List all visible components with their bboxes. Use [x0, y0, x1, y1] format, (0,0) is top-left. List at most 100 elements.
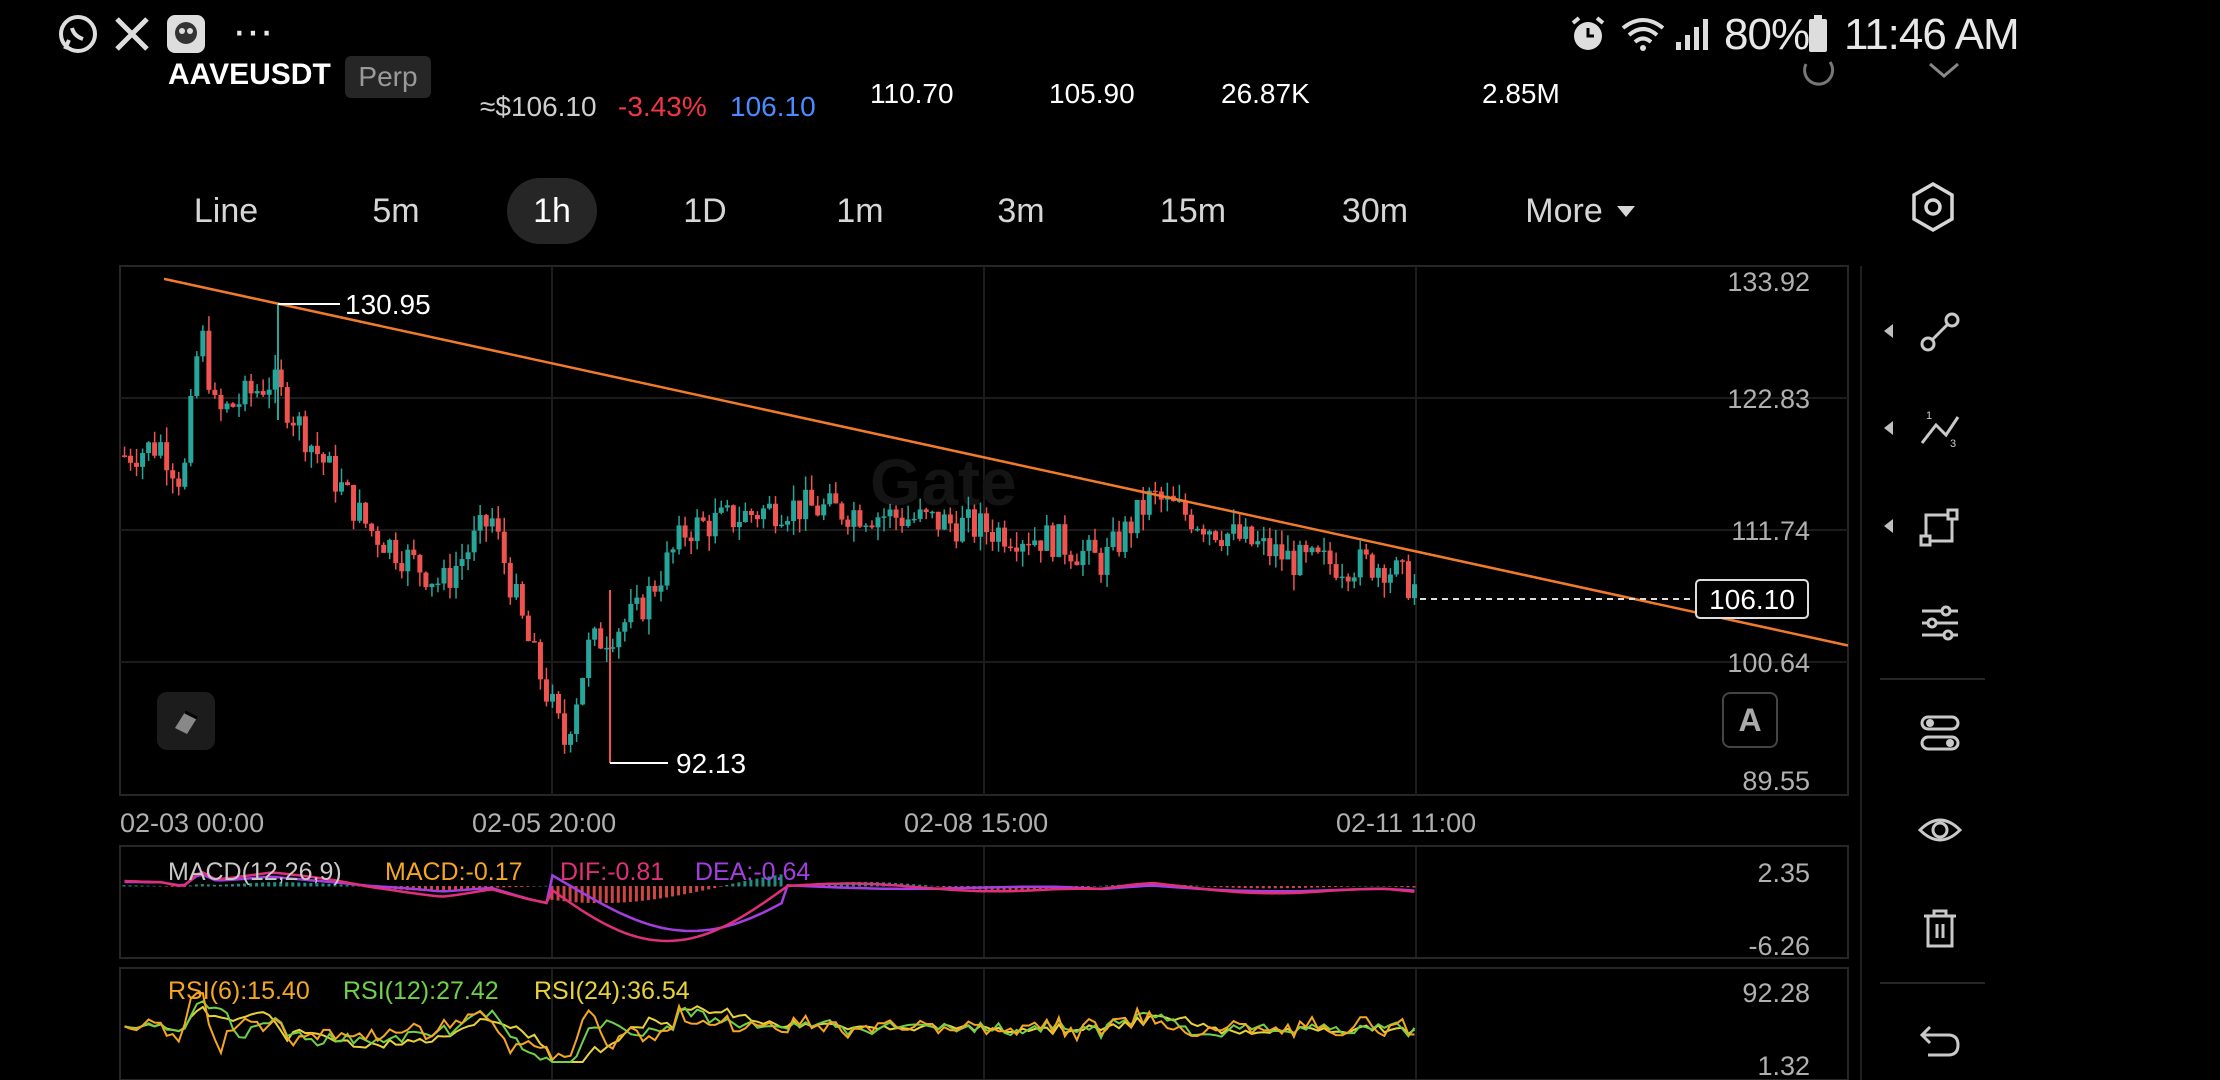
- toolbar-divider: [1880, 982, 1985, 984]
- macd-histogram-bar: [574, 886, 578, 903]
- candle-body: [1357, 549, 1363, 578]
- tab-1h[interactable]: 1h: [507, 178, 597, 244]
- chart-grid: [119, 265, 1849, 1080]
- tab-more[interactable]: More: [1505, 178, 1655, 244]
- macd-histogram-bar: [164, 886, 168, 887]
- tab-line[interactable]: Line: [193, 191, 259, 230]
- candle-body: [875, 517, 881, 528]
- candle-body: [959, 517, 965, 542]
- candle-body: [543, 679, 549, 702]
- drawing-toggle-button[interactable]: [157, 692, 215, 750]
- candle-body: [308, 445, 314, 453]
- macd-histogram-bar: [212, 884, 216, 887]
- low-24h: 105.90: [1049, 78, 1135, 109]
- macd-histogram-bar: [912, 884, 916, 887]
- macd-histogram-bar: [502, 886, 506, 888]
- price-tick: 111.74: [1731, 516, 1810, 546]
- macd-histogram-bar: [134, 885, 138, 887]
- brush-icon: [175, 710, 198, 734]
- trendline: [163, 277, 1849, 647]
- macd-histogram-bar: [1406, 886, 1410, 888]
- macd-histogram-bar: [1279, 886, 1283, 889]
- visibility-icon[interactable]: [1905, 795, 1975, 865]
- rsi24-line: [124, 1005, 1416, 1063]
- candle-body: [688, 537, 694, 542]
- tab-30m[interactable]: 30m: [1341, 191, 1409, 230]
- candle-body: [923, 509, 929, 513]
- candle-body: [531, 641, 537, 643]
- macd-value: MACD:-0.17: [385, 858, 523, 886]
- macd-histogram-bar: [327, 883, 331, 887]
- macd-histogram-bar: [321, 883, 325, 887]
- indicator-settings-icon[interactable]: [1905, 588, 1975, 658]
- candle-body: [248, 380, 254, 394]
- price-tick: 100.64: [1727, 648, 1810, 678]
- macd-histogram-bar: [466, 886, 470, 890]
- candle-body: [1219, 540, 1225, 546]
- tab-15m[interactable]: 15m: [1159, 191, 1227, 230]
- close-icon[interactable]: [1926, 56, 1962, 92]
- tab-5m[interactable]: 5m: [372, 191, 420, 230]
- macd-histogram-bar: [1364, 885, 1368, 887]
- auto-scale-button[interactable]: A: [1722, 692, 1778, 748]
- macd-histogram-bar: [713, 886, 717, 889]
- macd-histogram-bar: [634, 886, 638, 902]
- macd-histogram-bar: [640, 886, 644, 901]
- macd-histogram-bar: [1352, 886, 1356, 887]
- delete-icon[interactable]: [1905, 893, 1975, 963]
- candle-body: [682, 525, 688, 538]
- last-price-label: 106.10: [1709, 584, 1795, 615]
- macd-histogram-bar: [1316, 886, 1320, 888]
- candle-body: [465, 552, 471, 560]
- pair-symbol[interactable]: AAVEUSDT: [168, 58, 331, 90]
- chart-settings-icon[interactable]: [1908, 180, 1958, 234]
- candle-body: [1225, 533, 1231, 546]
- refresh-icon[interactable]: [1800, 50, 1836, 86]
- candle-body: [1146, 490, 1152, 515]
- candle-body: [881, 516, 887, 518]
- macd-histogram-bar: [755, 878, 759, 887]
- price-axis: 133.92 122.83 111.74 100.64 89.55: [1727, 267, 1810, 796]
- macd-histogram-bar: [333, 884, 337, 887]
- candle-body: [670, 549, 676, 553]
- change-percent: -3.43%: [618, 91, 707, 122]
- caret-left-icon: [1884, 324, 1893, 338]
- macd-histogram-bar: [1189, 885, 1193, 887]
- candle-body: [525, 615, 531, 642]
- candle-body: [1002, 527, 1008, 547]
- candle-body: [556, 693, 562, 714]
- macd-histogram-bar: [568, 886, 572, 902]
- macd-histogram-bar: [273, 882, 277, 887]
- adjust-icon[interactable]: [1905, 698, 1975, 768]
- candle-body: [773, 503, 779, 527]
- tab-3m[interactable]: 3m: [997, 191, 1045, 230]
- macd-histogram-bar: [303, 882, 307, 887]
- x-icon: [110, 14, 154, 54]
- candle-body: [869, 525, 875, 528]
- candle-body: [122, 455, 127, 457]
- rsi12-value: RSI(12):27.42: [343, 977, 499, 1005]
- candle-body: [845, 519, 851, 527]
- candle-body: [296, 416, 302, 426]
- time-tick: 02-05 20:00: [472, 808, 616, 838]
- status-bar: ··· 80% 11:46 AM: [0, 0, 2220, 70]
- macd-histogram-bar: [749, 879, 753, 887]
- dea-value: DEA:-0.64: [695, 858, 810, 886]
- candle-body: [302, 416, 308, 453]
- tab-1m[interactable]: 1m: [836, 191, 884, 230]
- macd-histogram-bar: [773, 875, 777, 887]
- shape-tool-icon[interactable]: [1905, 492, 1975, 562]
- tab-1d[interactable]: 1D: [683, 191, 727, 230]
- contract-badge: Perp: [345, 56, 431, 98]
- app-icon: [164, 14, 208, 54]
- candle-body: [911, 518, 917, 521]
- candle-body: [779, 524, 785, 527]
- candle-body: [357, 502, 363, 521]
- macd-histogram-bar: [1207, 886, 1211, 887]
- line-tool-icon[interactable]: [1905, 297, 1975, 367]
- undo-icon[interactable]: [1905, 1004, 1975, 1074]
- macd-histogram-bar: [520, 886, 524, 887]
- dif-line: [124, 871, 1415, 943]
